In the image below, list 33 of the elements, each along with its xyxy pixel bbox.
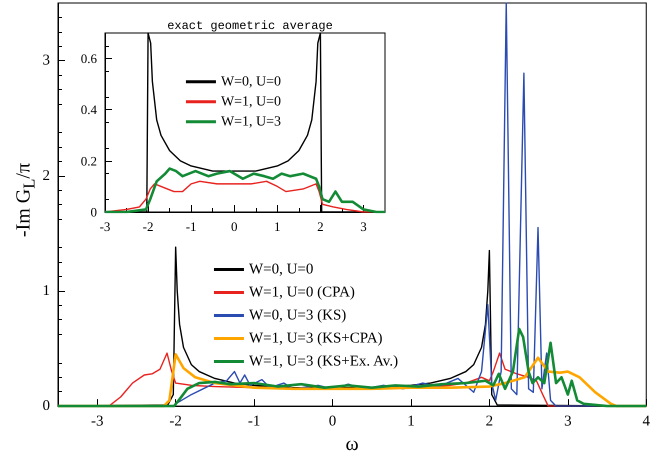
x-tick-label: 2 <box>486 414 494 430</box>
legend-label: W=1, U=3 <box>220 114 282 130</box>
y-tick-label: 0.6 <box>80 51 98 66</box>
y-tick-label: 3 <box>42 52 50 69</box>
legend-label: W=0, U=3 (KS) <box>248 308 346 324</box>
x-tick-label: 0 <box>230 219 238 234</box>
y-tick-label: 1 <box>42 282 50 299</box>
x-tick-label: -1 <box>248 414 260 430</box>
legend-label: W=1, U=3 (KS+CPA) <box>248 330 383 347</box>
x-tick-label: -1 <box>186 219 197 234</box>
x-tick-label: -2 <box>142 219 154 234</box>
x-tick-label: 2 <box>317 219 324 234</box>
x-tick-label: 3 <box>360 219 367 234</box>
y-tick-label: 0.2 <box>80 153 97 168</box>
y-tick-label: 0 <box>42 398 50 414</box>
y-tick-label: 2 <box>42 168 50 184</box>
y-tick-label: 0.4 <box>80 102 98 118</box>
x-tick-label: -2 <box>169 414 182 430</box>
legend-label: W=1, U=0 <box>220 94 282 110</box>
legend-label: W=0, U=0 <box>220 74 282 90</box>
x-tick-label: 1 <box>407 414 415 430</box>
legend-label: W=1, U=0 (CPA) <box>248 284 355 301</box>
chart-title: exact geometric average <box>167 19 333 33</box>
x-tick-label: 1 <box>274 219 281 234</box>
x-tick-label: 4 <box>642 414 650 430</box>
x-axis-title: ω <box>346 433 359 455</box>
legend-label: W=0, U=0 <box>248 262 314 278</box>
x-tick-label: 0 <box>328 414 336 430</box>
legend-label: W=1, U=3 (KS+Ex. Av.) <box>248 354 398 370</box>
x-tick-label: -3 <box>90 414 104 430</box>
x-tick-label: 3 <box>564 414 572 430</box>
y-tick-label: 0 <box>90 204 97 220</box>
x-tick-label: -3 <box>100 219 110 234</box>
